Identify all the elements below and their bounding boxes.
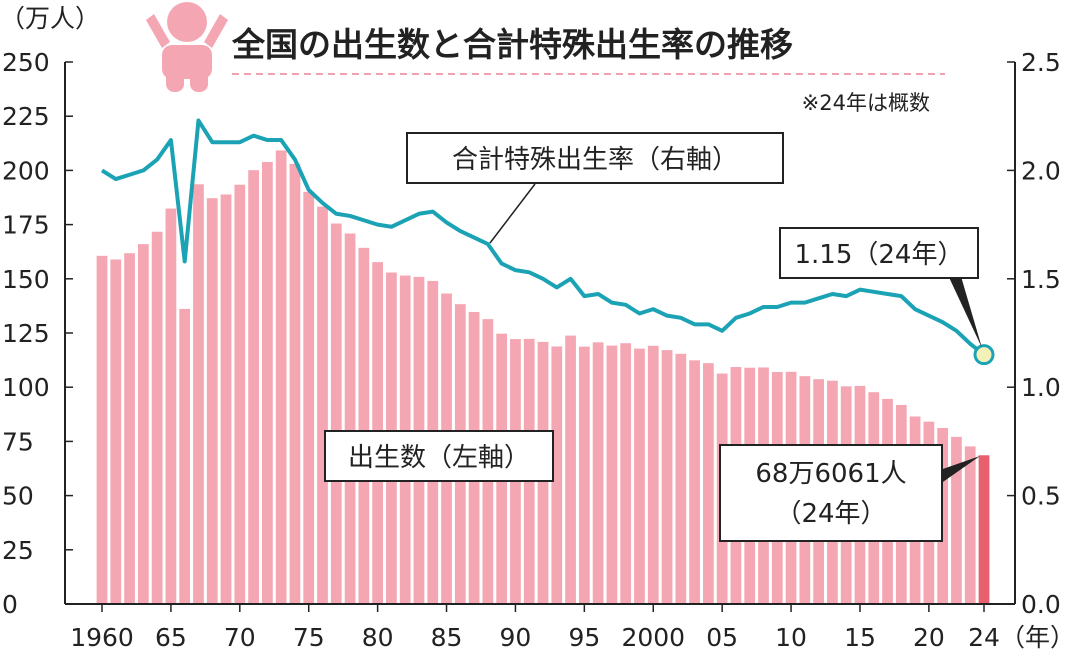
bar-2004: [703, 363, 714, 604]
bar-1971: [248, 170, 259, 604]
left-tick-label: 125: [2, 319, 50, 348]
left-tick-label: 200: [2, 156, 50, 185]
left-axis-ticks: 0 25 50 75 100 125 150 175 200 225 250: [2, 48, 73, 619]
bar-1979: [358, 247, 370, 605]
last-births-callout: 68万6061人 （24年）: [719, 444, 980, 542]
right-tick-label: 1.5: [1021, 265, 1061, 294]
bar-2023: [964, 446, 976, 604]
bar-1966: [179, 308, 191, 604]
right-tick-label: 2.0: [1021, 156, 1061, 185]
left-tick-label: 225: [2, 102, 50, 131]
bar-1973: [275, 150, 287, 604]
bar-1961: [110, 259, 122, 604]
bar-1970: [234, 184, 246, 604]
baby-icon: [146, 2, 228, 92]
x-tick-label: 15: [844, 623, 876, 652]
bar-2022: [951, 436, 962, 604]
x-tick-label: 10: [775, 623, 807, 652]
x-tick-label: 90: [500, 623, 532, 652]
x-tick-label: 2000: [621, 623, 685, 652]
left-tick-label: 175: [2, 211, 50, 240]
left-tick-label: 25: [2, 536, 34, 565]
bar-1976: [317, 206, 328, 605]
bar-2024: [978, 455, 990, 604]
right-tick-label: 0.0: [1021, 590, 1061, 619]
bar-1993: [551, 346, 563, 604]
x-tick-label: 65: [155, 623, 187, 652]
bar-1995: [578, 346, 590, 604]
last-rate-callout: 1.15（24年）: [779, 227, 982, 348]
bar-1960: [96, 255, 108, 604]
left-tick-label: 250: [2, 48, 50, 77]
bar-1998: [620, 343, 632, 604]
x-tick-label: 24: [968, 623, 1000, 652]
last-rate-callout-text: 1.15（24年）: [795, 240, 964, 270]
bar-1962: [124, 253, 135, 604]
bar-1964: [151, 231, 163, 604]
births-callout-box: [324, 430, 554, 482]
bar-2000: [647, 345, 659, 604]
right-tick-label: 0.5: [1021, 482, 1061, 511]
x-tick-label: 80: [362, 623, 394, 652]
bar-1974: [289, 163, 301, 604]
bar-1963: [137, 244, 149, 605]
bar-1994: [565, 335, 576, 604]
bar-1972: [262, 161, 273, 604]
last-births-callout-line1: 68万6061人: [755, 459, 906, 489]
bar-2001: [661, 350, 673, 604]
right-tick-label: 2.5: [1021, 48, 1061, 77]
bar-1967: [193, 184, 204, 604]
rate-callout-text: 合計特殊出生率（右軸）: [452, 145, 738, 175]
last-rate-pointer: [947, 273, 982, 348]
rate-callout-box: [406, 132, 784, 184]
last-births-callout-box: [719, 444, 943, 542]
bar-1999: [634, 348, 645, 604]
bar-2002: [675, 353, 687, 604]
rate-callout-leader: [489, 183, 536, 244]
x-tick-label: 1960: [70, 623, 134, 652]
x-tick-label: 85: [431, 623, 463, 652]
left-tick-label: 150: [2, 265, 50, 294]
x-tick-label: 75: [293, 623, 325, 652]
births-callout: 出生数（左軸）: [324, 430, 554, 482]
left-axis-unit-label: （万人）: [0, 4, 100, 33]
bar-1997: [606, 345, 618, 604]
last-rate-callout-box: [779, 227, 979, 279]
bar-1965: [165, 208, 177, 604]
bar-2003: [689, 360, 700, 604]
x-axis-unit-label: （年）: [1000, 623, 1075, 652]
left-tick-label: 0: [2, 590, 18, 619]
bar-1978: [344, 233, 356, 605]
right-tick-label: 1.0: [1021, 373, 1061, 402]
right-axis-ticks: 0.0 0.5 1.0 1.5 2.0 2.5: [1007, 48, 1061, 619]
x-tick-label: 20: [913, 623, 945, 652]
x-tick-label: 95: [568, 623, 600, 652]
bar-1977: [330, 223, 342, 604]
x-tick-label: 70: [224, 623, 256, 652]
births-callout-text: 出生数（左軸）: [348, 443, 530, 473]
estimate-note: ※24年は概数: [802, 91, 930, 115]
last-births-pointer: [940, 456, 980, 484]
chart-title: 全国の出生数と合計特殊出生率の推移: [231, 25, 793, 64]
fertility-rate-line-group: [100, 118, 995, 366]
bar-1975: [303, 191, 315, 605]
last-births-callout-line2: （24年）: [775, 499, 886, 529]
rate-end-marker: [973, 344, 995, 366]
left-tick-label: 50: [2, 482, 34, 511]
bar-1968: [206, 198, 218, 604]
x-axis-ticks: 1960 65 70 75 80 85 90 95 2000 05 10 15 20 24: [70, 604, 1000, 652]
x-tick-label: 05: [706, 623, 738, 652]
bar-1996: [592, 342, 604, 604]
left-tick-label: 100: [2, 373, 50, 402]
rate-line-callout: 合計特殊出生率（右軸）: [406, 132, 784, 244]
left-tick-label: 75: [2, 427, 34, 456]
bar-1969: [220, 194, 232, 604]
